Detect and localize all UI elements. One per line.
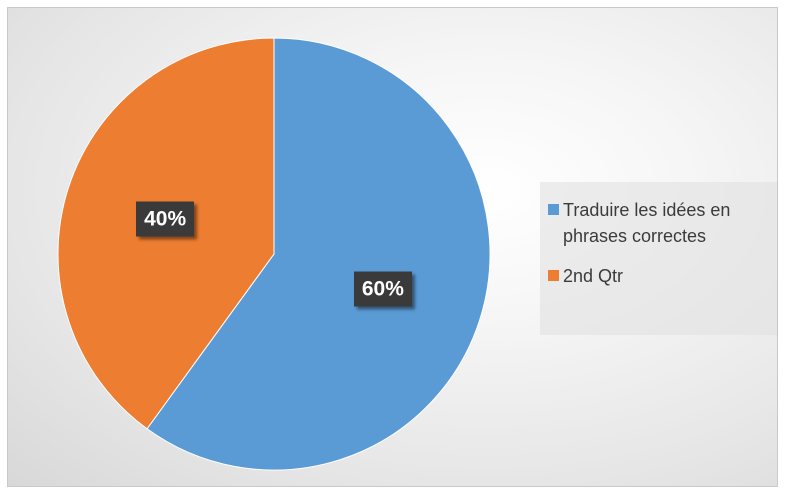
legend-item-2: 2nd Qtr bbox=[548, 263, 773, 289]
legend-swatch-1 bbox=[548, 204, 559, 215]
data-label-slice-1: 60% bbox=[353, 271, 412, 307]
legend: Traduire les idées en phrases correctes … bbox=[540, 182, 777, 335]
legend-label-1: Traduire les idées en phrases correctes bbox=[563, 200, 731, 246]
pie-slice-1 bbox=[146, 37, 491, 471]
data-label-slice-2: 40% bbox=[136, 201, 195, 237]
chart-area: 60% 40% Traduire les idées en phrases co… bbox=[7, 7, 778, 487]
legend-swatch-2 bbox=[548, 270, 559, 281]
legend-item-1: Traduire les idées en phrases correctes bbox=[548, 197, 773, 249]
legend-label-2: 2nd Qtr bbox=[563, 266, 624, 286]
